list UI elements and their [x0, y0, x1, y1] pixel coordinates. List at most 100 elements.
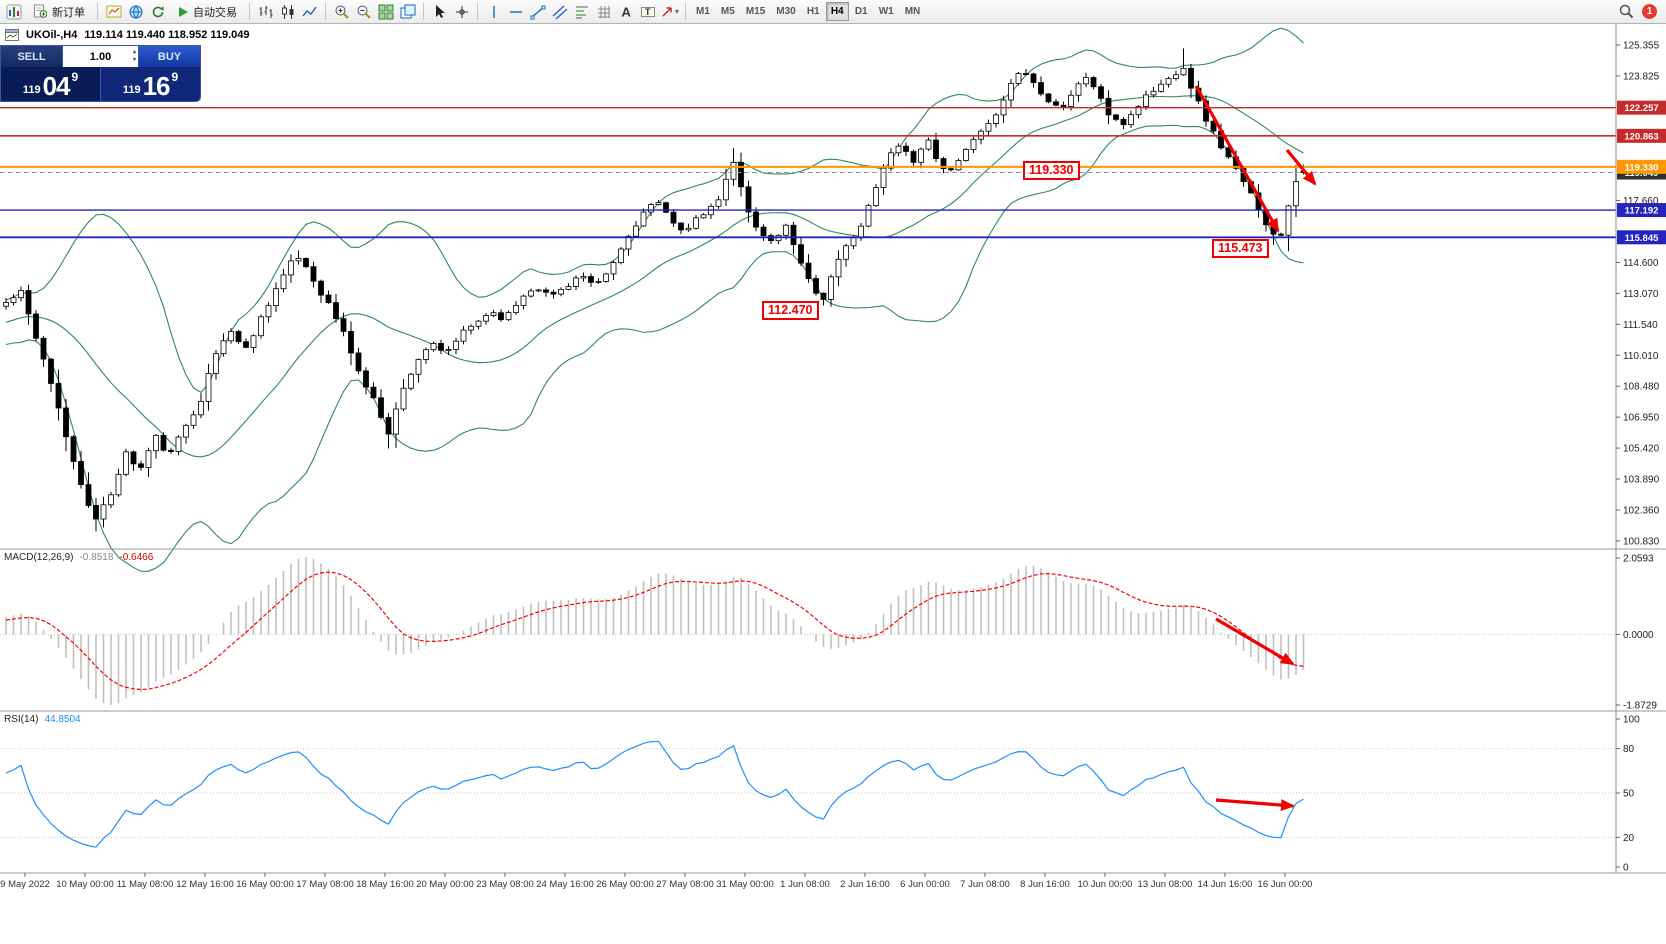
main-toolbar: 新订单 自动交易 A T ▾ M1 M5 M15 — [0, 0, 1666, 24]
timeframe-m30-button[interactable]: M30 — [776, 6, 796, 17]
fibonacci-tool-icon[interactable] — [571, 1, 592, 22]
vertical-line-tool-icon[interactable] — [483, 1, 504, 22]
price-line-axis-text: 120.863 — [1624, 131, 1658, 142]
macd-signal-line — [5, 571, 1304, 691]
horizontal-line-tool-icon[interactable] — [505, 1, 526, 22]
time-axis-label: 13 Jun 08:00 — [1138, 879, 1193, 890]
macd-name: MACD(12,26,9) — [4, 552, 74, 563]
price-line-axis-label — [1617, 203, 1666, 218]
timeframe-m15-button[interactable]: M15 — [745, 6, 766, 17]
zoom-out-icon[interactable] — [353, 1, 374, 22]
new-chart-icon[interactable] — [103, 1, 124, 22]
tile-windows-icon[interactable] — [375, 1, 396, 22]
timeframe-mn-button[interactable]: MN — [904, 6, 921, 17]
cascade-windows-icon[interactable] — [397, 1, 418, 22]
arrows-tool-icon[interactable]: ▾ — [659, 1, 680, 22]
autotrade-label: 自动交易 — [193, 6, 237, 19]
time-axis-label: 12 May 16:00 — [176, 879, 234, 890]
timeframe-m1-button[interactable]: M1 — [696, 6, 710, 17]
rsi-indicator-label: RSI(14) 44.8504 — [4, 714, 81, 725]
timeframe-h1-button[interactable]: H1 — [806, 6, 820, 17]
trendline-tool-icon[interactable] — [527, 1, 548, 22]
text-label-tool-icon[interactable]: T — [637, 1, 658, 22]
time-axis-label: 20 May 00:00 — [416, 879, 474, 890]
rsi-value: 44.8504 — [44, 714, 81, 725]
price-line-axis-label — [1617, 128, 1666, 143]
sell-price-display[interactable]: 119 04 9 — [1, 67, 100, 101]
bar-chart-type-icon[interactable] — [255, 1, 276, 22]
one-click-trading-panel: SELL 1.00 ▴ ▾ BUY 119 04 9 119 16 9 — [0, 45, 201, 102]
price-axis-label: 100.830 — [1623, 536, 1660, 547]
buy-price-sup: 9 — [171, 70, 179, 84]
time-axis-label: 9 May 2022 — [0, 879, 50, 890]
app-logo-icon — [3, 1, 24, 22]
timeframe-d1-button[interactable]: D1 — [854, 6, 868, 17]
time-axis-label: 17 May 08:00 — [296, 879, 354, 890]
cursor-icon[interactable] — [429, 1, 450, 22]
crosshair-icon[interactable] — [451, 1, 472, 22]
toolbar-separator — [249, 3, 250, 20]
annotation-arrow[interactable] — [1215, 798, 1295, 812]
shapes-grid-icon[interactable] — [593, 1, 614, 22]
volume-spinner[interactable]: ▴ ▾ — [133, 48, 136, 64]
annotation-arrow[interactable] — [1194, 85, 1280, 233]
notification-badge[interactable]: 1 — [1642, 4, 1657, 19]
price-axis-label: 125.355 — [1623, 41, 1660, 52]
price-annotation-box[interactable]: 119.330 — [1023, 161, 1080, 180]
sell-button[interactable]: SELL — [1, 46, 63, 67]
sell-price-big: 04 — [42, 71, 71, 101]
price-line-axis-label — [1617, 100, 1666, 115]
bollinger-middle-band — [5, 95, 1304, 458]
price-line-axis-text: 122.257 — [1624, 103, 1658, 114]
annotation-arrow[interactable] — [1285, 148, 1317, 186]
time-axis-label: 27 May 08:00 — [656, 879, 714, 890]
time-axis-label: 10 May 00:00 — [56, 879, 114, 890]
timeframe-m5-button[interactable]: M5 — [720, 6, 735, 17]
buy-button[interactable]: BUY — [138, 46, 200, 67]
price-axis-label: 110.010 — [1623, 351, 1659, 362]
time-axis-label: 31 May 00:00 — [716, 879, 774, 890]
timeframe-h4-button[interactable]: H4 — [825, 2, 849, 21]
toolbar-separator — [325, 3, 326, 20]
spinner-up-icon[interactable]: ▴ — [132, 49, 136, 55]
buy-price-display[interactable]: 119 16 9 — [100, 67, 200, 101]
rsi-axis-label: 20 — [1623, 833, 1635, 844]
symbol-info: UKOil-,H4 119.114 119.440 118.952 119.04… — [5, 29, 250, 41]
channel-tool-icon[interactable] — [549, 1, 570, 22]
time-axis-label: 14 Jun 16:00 — [1198, 879, 1253, 890]
new-order-button[interactable]: 新订单 — [25, 1, 92, 23]
zoom-in-icon[interactable] — [331, 1, 352, 22]
rsi-axis-label: 50 — [1623, 789, 1635, 800]
timeframe-w1-button[interactable]: W1 — [878, 6, 894, 17]
profiles-icon[interactable] — [125, 1, 146, 22]
rsi-line — [5, 740, 1304, 848]
time-axis-label: 6 Jun 00:00 — [900, 879, 950, 890]
spinner-down-icon[interactable]: ▾ — [132, 57, 136, 63]
text-tool-icon[interactable]: A — [615, 1, 636, 22]
volume-input[interactable]: 1.00 ▴ ▾ — [63, 46, 138, 67]
time-axis-label: 16 Jun 00:00 — [1258, 879, 1313, 890]
candlestick-type-icon[interactable] — [277, 1, 298, 22]
autotrade-button[interactable]: 自动交易 — [169, 1, 244, 23]
candles — [3, 48, 1307, 532]
price-line-axis-text: 115.845 — [1625, 233, 1660, 244]
rsi-axis-label: 100 — [1623, 715, 1640, 726]
time-axis-label: 7 Jun 08:00 — [960, 879, 1010, 890]
price-annotation-box[interactable]: 115.473 — [1212, 239, 1269, 258]
annotation-arrow[interactable] — [1215, 617, 1295, 666]
refresh-icon[interactable] — [147, 1, 168, 22]
rsi-axis-label: 80 — [1623, 744, 1635, 755]
toolbar-separator — [685, 3, 686, 20]
price-axis-label: 106.950 — [1623, 413, 1660, 424]
time-axis-label: 18 May 16:00 — [356, 879, 414, 890]
price-axis-label: 103.890 — [1623, 475, 1660, 486]
price-line-axis-label — [1617, 159, 1666, 174]
macd-axis-label: -1.8729 — [1623, 701, 1657, 712]
search-icon[interactable] — [1616, 1, 1637, 22]
macd-signal-value: -0.6466 — [119, 552, 154, 563]
price-axis-label: 102.360 — [1623, 505, 1660, 516]
price-annotation-box[interactable]: 112.470 — [762, 301, 819, 320]
line-chart-type-icon[interactable] — [299, 1, 320, 22]
